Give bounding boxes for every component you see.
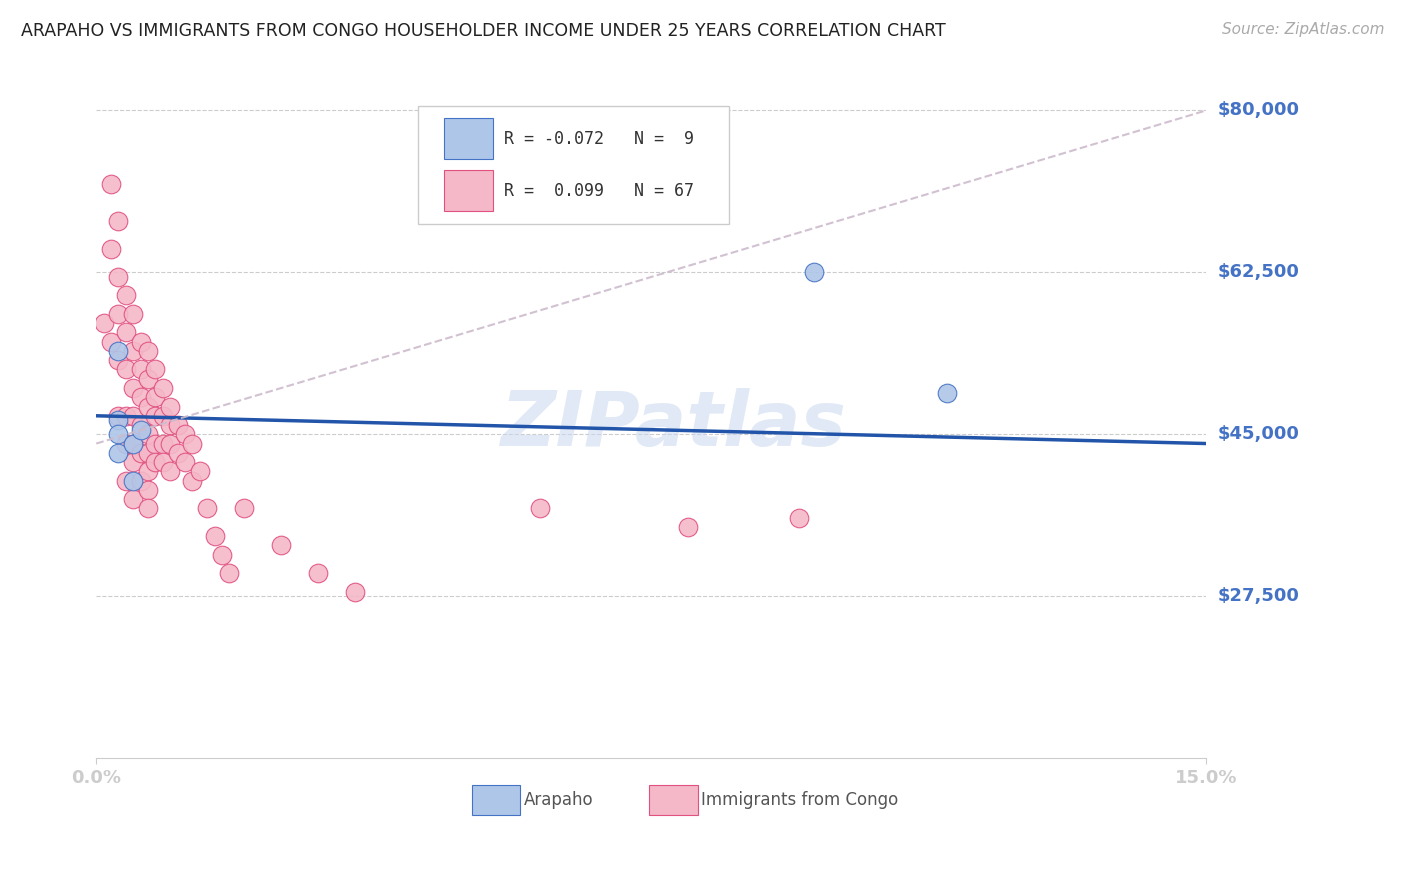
Point — [195, 501, 218, 516]
Point — [145, 436, 167, 450]
Point — [115, 474, 138, 488]
Text: R =  0.099   N = 67: R = 0.099 N = 67 — [503, 182, 693, 200]
Point — [136, 427, 159, 442]
Point — [129, 362, 152, 376]
FancyBboxPatch shape — [650, 785, 697, 815]
Point — [159, 417, 181, 432]
Point — [129, 446, 152, 460]
Point — [188, 464, 211, 478]
Point — [152, 409, 174, 423]
Point — [159, 400, 181, 414]
Point — [100, 178, 122, 192]
Point — [129, 417, 152, 432]
Point — [145, 390, 167, 404]
Point — [803, 265, 825, 279]
Point — [122, 455, 145, 469]
Text: $45,000: $45,000 — [1218, 425, 1299, 443]
Point — [115, 409, 138, 423]
Point — [936, 385, 959, 400]
Point — [115, 288, 138, 302]
Point — [136, 372, 159, 386]
Point — [122, 409, 145, 423]
Point — [174, 455, 197, 469]
Point — [107, 269, 129, 284]
Point — [129, 423, 152, 437]
Point — [145, 455, 167, 469]
FancyBboxPatch shape — [444, 119, 492, 159]
Point — [115, 436, 138, 450]
Point — [122, 307, 145, 321]
Point — [136, 501, 159, 516]
Point — [145, 362, 167, 376]
Point — [174, 427, 197, 442]
Text: ZIPatlas: ZIPatlas — [501, 388, 846, 462]
Text: R = -0.072   N =  9: R = -0.072 N = 9 — [503, 129, 693, 148]
Point — [233, 501, 256, 516]
FancyBboxPatch shape — [444, 170, 492, 211]
Point — [166, 446, 188, 460]
Point — [181, 436, 204, 450]
Point — [107, 427, 129, 442]
Point — [107, 214, 129, 228]
Point — [107, 446, 129, 460]
Point — [218, 566, 240, 581]
Point — [204, 529, 226, 543]
Point — [100, 242, 122, 256]
Point — [107, 409, 129, 423]
Point — [270, 538, 292, 552]
Text: $27,500: $27,500 — [1218, 587, 1299, 606]
Point — [307, 566, 329, 581]
Point — [152, 455, 174, 469]
Point — [107, 307, 129, 321]
Point — [122, 436, 145, 450]
Point — [344, 584, 367, 599]
Point — [159, 436, 181, 450]
Point — [789, 510, 811, 524]
Point — [159, 464, 181, 478]
Text: Source: ZipAtlas.com: Source: ZipAtlas.com — [1222, 22, 1385, 37]
Point — [136, 483, 159, 497]
FancyBboxPatch shape — [418, 106, 730, 224]
Point — [136, 400, 159, 414]
Point — [122, 492, 145, 507]
Text: Immigrants from Congo: Immigrants from Congo — [702, 791, 898, 809]
Point — [93, 316, 115, 330]
Point — [122, 436, 145, 450]
Point — [129, 334, 152, 349]
Point — [122, 474, 145, 488]
Point — [122, 343, 145, 358]
Point — [129, 474, 152, 488]
Point — [145, 409, 167, 423]
Text: $62,500: $62,500 — [1218, 263, 1299, 281]
Point — [136, 464, 159, 478]
Point — [678, 520, 700, 534]
Point — [122, 381, 145, 395]
Point — [136, 343, 159, 358]
Point — [100, 334, 122, 349]
Text: Arapaho: Arapaho — [523, 791, 593, 809]
Point — [115, 326, 138, 340]
Point — [166, 417, 188, 432]
Text: $80,000: $80,000 — [1218, 102, 1299, 120]
Point — [115, 362, 138, 376]
Point — [136, 446, 159, 460]
Point — [152, 381, 174, 395]
FancyBboxPatch shape — [471, 785, 520, 815]
Point — [211, 548, 233, 562]
Point — [107, 413, 129, 427]
Text: ARAPAHO VS IMMIGRANTS FROM CONGO HOUSEHOLDER INCOME UNDER 25 YEARS CORRELATION C: ARAPAHO VS IMMIGRANTS FROM CONGO HOUSEHO… — [21, 22, 946, 40]
Point — [107, 343, 129, 358]
Point — [107, 353, 129, 368]
Point — [529, 501, 551, 516]
Point — [181, 474, 204, 488]
Point — [152, 436, 174, 450]
Point — [129, 390, 152, 404]
